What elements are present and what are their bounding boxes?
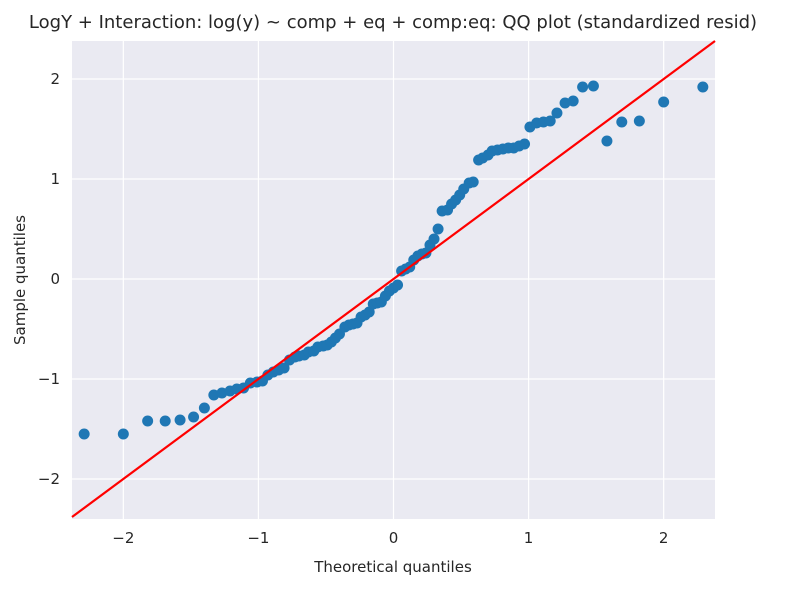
data-point (188, 411, 200, 423)
y-tick-labels: −2 −1 0 1 2 (38, 70, 60, 488)
data-point (544, 115, 556, 127)
data-point (567, 95, 579, 107)
y-tick-label: −2 (38, 470, 60, 488)
data-point (616, 116, 628, 128)
y-tick-label: 0 (50, 270, 60, 288)
x-tick-label: −1 (247, 529, 269, 547)
data-point (633, 115, 645, 127)
y-tick-label: −1 (38, 370, 60, 388)
data-point (198, 402, 210, 414)
data-point (658, 96, 670, 108)
data-point (142, 415, 154, 427)
chart-title: LogY + Interaction: log(y) ~ comp + eq +… (29, 12, 757, 33)
data-point (278, 362, 290, 374)
x-tick-label: 1 (524, 529, 534, 547)
data-point (78, 428, 90, 440)
y-axis-label: Sample quantiles (11, 215, 29, 345)
data-point (174, 414, 186, 426)
data-point (551, 107, 563, 119)
data-point (159, 415, 171, 427)
y-tick-label: 1 (50, 170, 60, 188)
data-point (587, 80, 599, 92)
x-tick-label: −2 (112, 529, 134, 547)
data-point (392, 279, 404, 291)
data-point (601, 135, 613, 147)
y-tick-label: 2 (50, 70, 60, 88)
data-point (519, 138, 531, 150)
data-point (428, 233, 440, 245)
data-point (432, 223, 444, 235)
data-point (577, 81, 589, 93)
reference-line (71, 40, 716, 518)
x-tick-labels: −2 −1 0 1 2 (112, 529, 668, 547)
x-axis-label: Theoretical quantiles (313, 558, 472, 576)
data-point (467, 176, 479, 188)
data-point (697, 81, 709, 93)
x-tick-label: 0 (389, 529, 399, 547)
x-tick-label: 2 (659, 529, 669, 547)
data-point (117, 428, 129, 440)
